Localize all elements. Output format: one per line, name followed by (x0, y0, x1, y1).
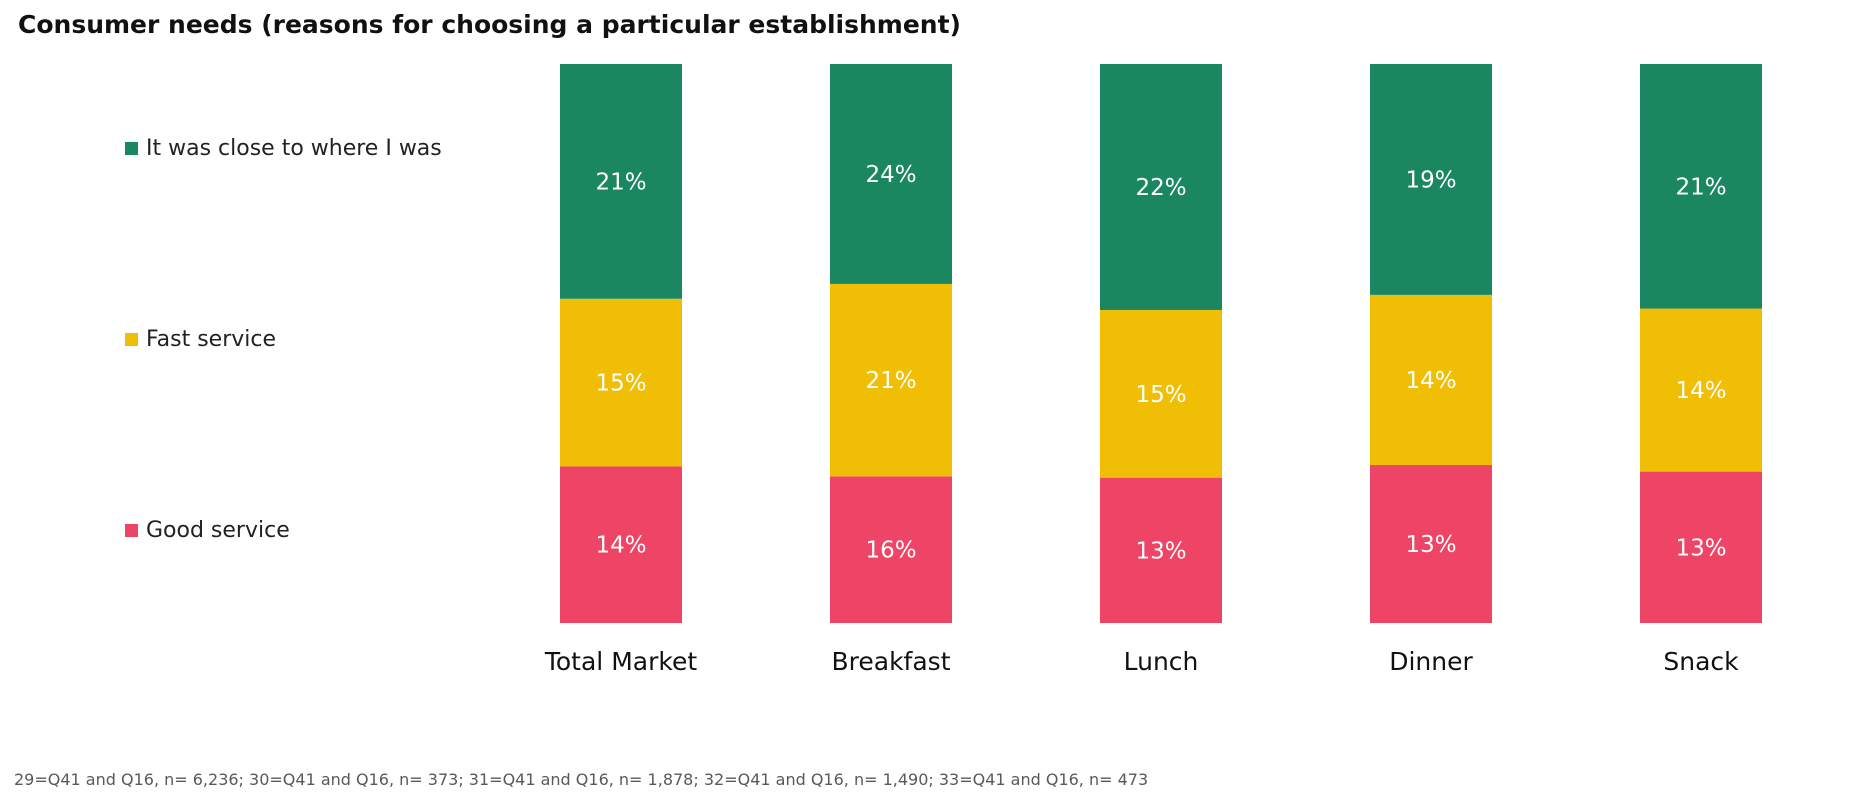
bar-good-service-breakfast (830, 476, 952, 623)
bar-good-service-lunch (1100, 477, 1222, 623)
legend-label-fast-service: Fast service (146, 327, 277, 352)
bar-it-was-close-to-where-i-was-total-market (560, 64, 682, 299)
bar-good-service-snack (1640, 471, 1762, 623)
data-label-good-service-snack: 13% (1675, 535, 1726, 561)
bar-fast-service-lunch (1100, 309, 1222, 478)
bar-it-was-close-to-where-i-was-breakfast (830, 64, 952, 284)
legend-label-good-service: Good service (146, 518, 290, 543)
bar-it-was-close-to-where-i-was-dinner (1370, 64, 1492, 295)
data-label-it-was-close-to-where-i-was-total-market: 21% (595, 169, 646, 195)
data-label-good-service-total-market: 14% (595, 533, 646, 559)
data-label-it-was-close-to-where-i-was-breakfast: 24% (865, 162, 916, 188)
bar-fast-service-breakfast (830, 283, 952, 477)
legend-item-fast-service: Fast service (125, 327, 276, 352)
chart-title: Consumer needs (reasons for choosing a p… (18, 10, 961, 39)
bar-fast-service-dinner (1370, 294, 1492, 466)
data-label-fast-service-total-market: 15% (595, 371, 646, 397)
data-label-fast-service-breakfast: 21% (865, 368, 916, 394)
data-label-fast-service-dinner: 14% (1405, 368, 1456, 394)
bar-it-was-close-to-where-i-was-lunch (1100, 64, 1222, 310)
footnote: 29=Q41 and Q16, n= 6,236; 30=Q41 and Q16… (14, 770, 1149, 789)
data-label-good-service-breakfast: 16% (865, 538, 916, 564)
bar-it-was-close-to-where-i-was-snack (1640, 64, 1762, 309)
legend-swatch-good-service (125, 524, 138, 537)
legend-item-good-service: Good service (125, 518, 290, 543)
data-label-it-was-close-to-where-i-was-dinner: 19% (1405, 167, 1456, 193)
category-label-lunch: Lunch (1124, 647, 1199, 676)
bar-fast-service-snack (1640, 308, 1762, 472)
legend-swatch-close (125, 142, 138, 155)
data-label-good-service-lunch: 13% (1135, 538, 1186, 564)
bar-fast-service-total-market (560, 298, 682, 467)
legend-item-close: It was close to where I was (125, 136, 442, 161)
data-label-fast-service-lunch: 15% (1135, 382, 1186, 408)
data-label-good-service-dinner: 13% (1405, 532, 1456, 558)
legend-label-close: It was close to where I was (146, 136, 442, 161)
legend-swatch-fast-service (125, 333, 138, 346)
data-label-fast-service-snack: 14% (1675, 378, 1726, 404)
category-label-breakfast: Breakfast (831, 647, 950, 676)
data-label-it-was-close-to-where-i-was-snack: 21% (1675, 174, 1726, 200)
data-label-it-was-close-to-where-i-was-lunch: 22% (1135, 175, 1186, 201)
category-label-dinner: Dinner (1389, 647, 1473, 676)
bar-good-service-dinner (1370, 465, 1492, 623)
category-label-total-market: Total Market (544, 647, 697, 676)
category-label-snack: Snack (1663, 647, 1739, 676)
bar-good-service-total-market (560, 466, 682, 623)
